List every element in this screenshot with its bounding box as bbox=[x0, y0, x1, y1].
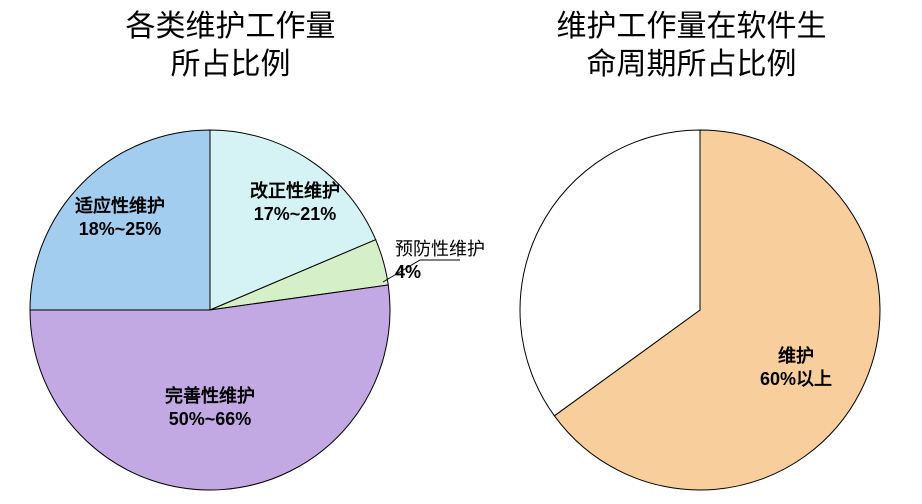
label-maintenance-pct: 60%以上 bbox=[736, 368, 856, 391]
right-chart-panel: 维护工作量在软件生 命周期所占比例 维护 60%以上 bbox=[461, 0, 922, 504]
label-perfective-name: 完善性维护 bbox=[130, 385, 290, 408]
label-perfective: 完善性维护 50%~66% bbox=[130, 385, 290, 430]
right-pie-svg bbox=[461, 0, 922, 504]
label-maintenance: 维护 60%以上 bbox=[736, 345, 856, 390]
label-adaptive: 适应性维护 18%~25% bbox=[55, 195, 185, 240]
label-maintenance-name: 维护 bbox=[736, 345, 856, 368]
label-adaptive-name: 适应性维护 bbox=[55, 195, 185, 218]
label-adaptive-pct: 18%~25% bbox=[55, 218, 185, 241]
label-corrective-name: 改正性维护 bbox=[230, 180, 360, 203]
label-corrective-pct: 17%~21% bbox=[230, 203, 360, 226]
label-perfective-pct: 50%~66% bbox=[130, 408, 290, 431]
left-chart-panel: 各类维护工作量 所占比例 改正性维护 17%~21% 预防性维护 4% 完善性维… bbox=[0, 0, 461, 504]
charts-container: 各类维护工作量 所占比例 改正性维护 17%~21% 预防性维护 4% 完善性维… bbox=[0, 0, 922, 504]
label-corrective: 改正性维护 17%~21% bbox=[230, 180, 360, 225]
